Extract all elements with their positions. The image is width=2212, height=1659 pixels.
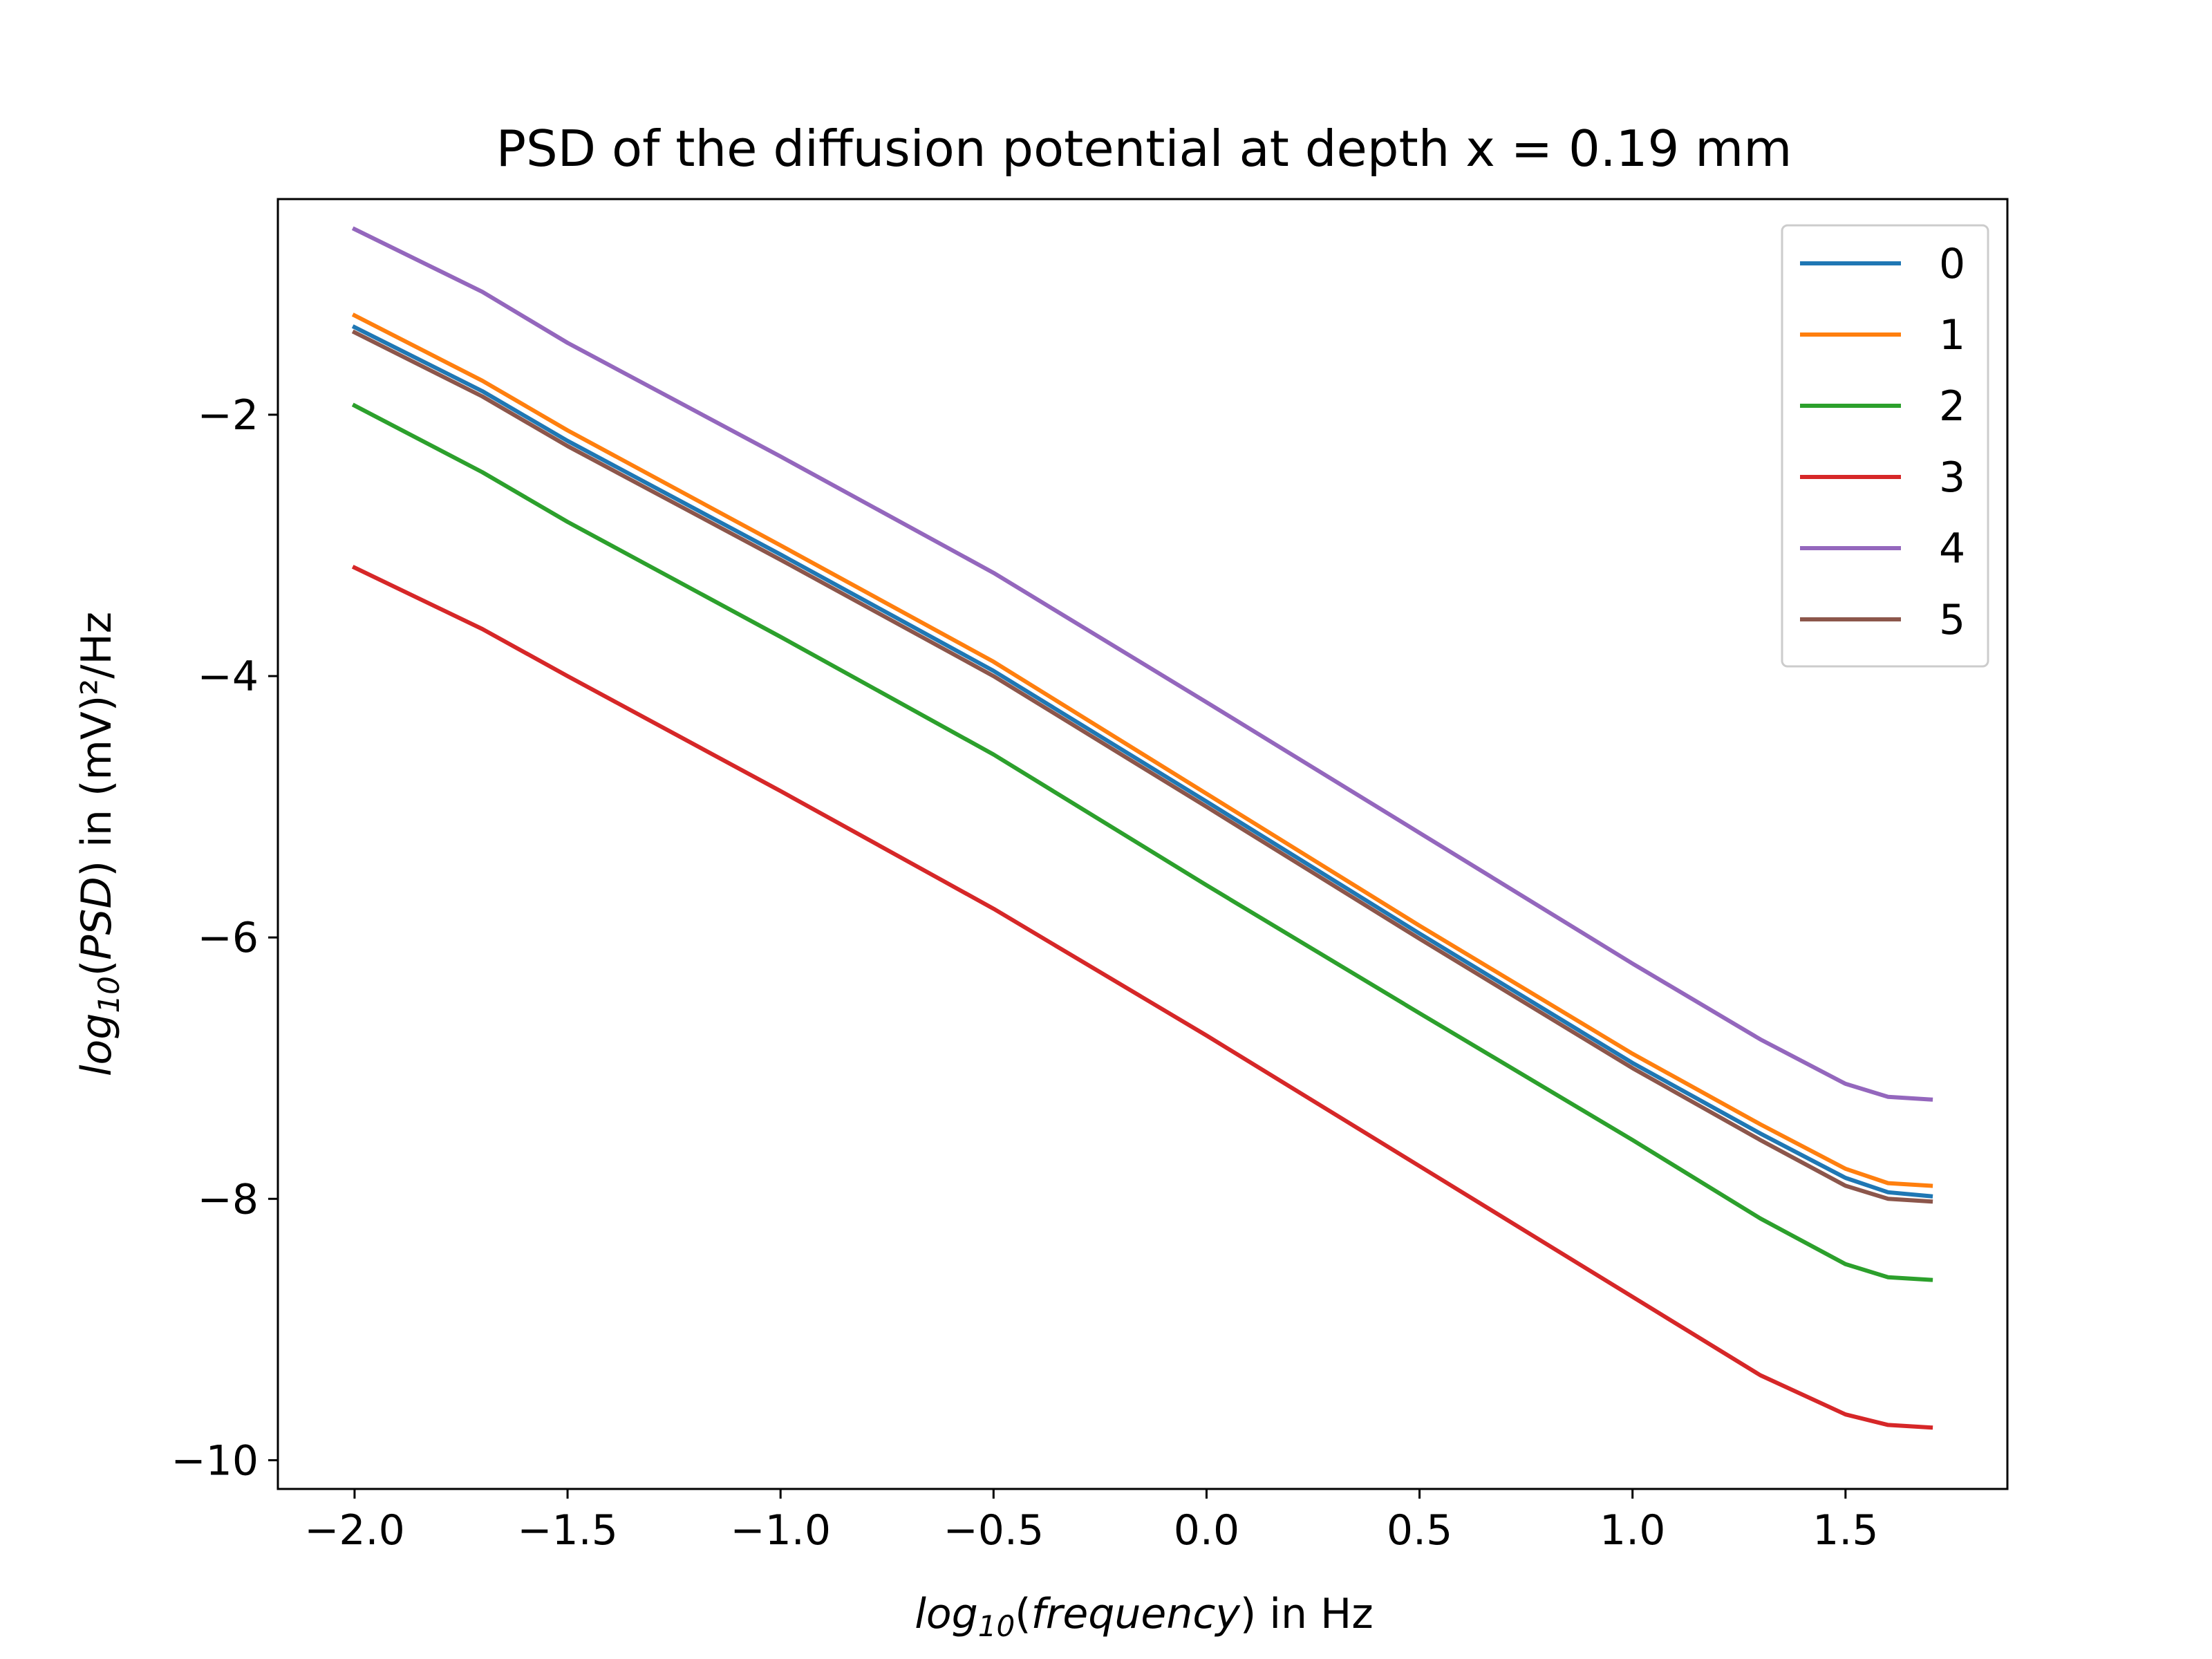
x-tick-label: −1.0 [730, 1506, 831, 1555]
series-line-4 [351, 226, 1933, 1102]
y-tick-label: −4 [198, 653, 259, 701]
axes-frame [276, 198, 2009, 1490]
series-group [351, 226, 1933, 1430]
y-tick-label: −8 [198, 1175, 259, 1224]
series-line-0 [351, 324, 1933, 1199]
x-tick-label: −0.5 [943, 1506, 1044, 1555]
x-axis: −2.0 −1.5 −1.0 −0.5 0.0 0.5 1.0 1.5 [304, 1489, 1879, 1555]
y-tick-label: −6 [198, 914, 259, 962]
legend-label-2: 2 [1939, 382, 1965, 431]
x-tick-label: −2.0 [304, 1506, 405, 1555]
y-tick-label: −10 [171, 1436, 259, 1485]
x-tick-label: 1.0 [1600, 1506, 1665, 1555]
x-tick-label: −1.5 [517, 1506, 618, 1555]
y-axis-label: log10(PSD) in (mV)²/Hz [73, 612, 126, 1076]
x-tick-label: 0.0 [1174, 1506, 1239, 1555]
series-line-1 [351, 312, 1933, 1188]
legend-label-4: 4 [1939, 525, 1965, 573]
x-tick-label: 0.5 [1387, 1506, 1452, 1555]
plot-area [276, 198, 2009, 1490]
legend-label-3: 3 [1939, 453, 1965, 502]
legend: 0 1 2 3 4 5 [1781, 224, 1989, 668]
legend-label-1: 1 [1939, 311, 1965, 359]
x-axis-label: log10(frequency) in Hz [915, 1590, 1373, 1643]
legend-label-5: 5 [1939, 596, 1965, 644]
y-tick-label: −2 [198, 391, 259, 440]
chart-title: PSD of the diffusion potential at depth … [496, 120, 1792, 178]
x-tick-label: 1.5 [1812, 1506, 1878, 1555]
series-line-3 [351, 565, 1933, 1430]
y-axis: −2 −4 −6 −8 −10 [171, 391, 278, 1485]
series-line-2 [351, 402, 1933, 1282]
series-line-5 [351, 329, 1933, 1204]
legend-label-0: 0 [1939, 240, 1965, 288]
